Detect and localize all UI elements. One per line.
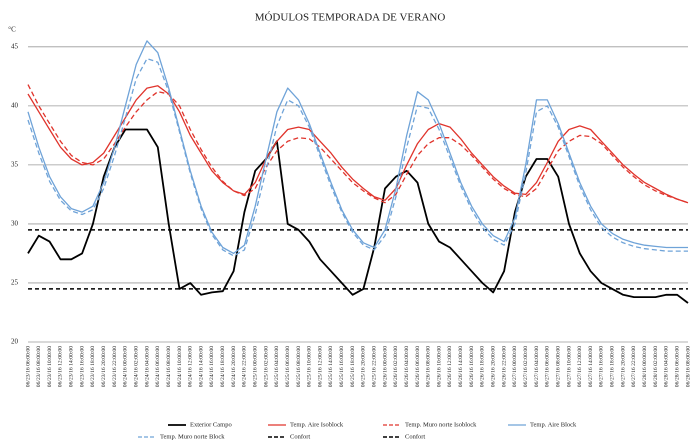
- series-line: [27, 57, 688, 257]
- x-tick-label: 06/25/16 04:00:00: [274, 346, 280, 387]
- x-tick-label: 06/27/16 02:00:00: [523, 346, 529, 387]
- x-tick-label: 06/24/16 18:00:00: [220, 346, 226, 387]
- y-tick-label: 45: [11, 42, 19, 50]
- y-tick-label: 35: [11, 160, 19, 168]
- x-tick-label: 06/26/16 02:00:00: [393, 346, 399, 387]
- chart-title: MÓDULOS TEMPORADA DE VERANO: [255, 12, 446, 24]
- legend-label: Confort: [405, 433, 425, 440]
- y-tick-label: 25: [11, 279, 19, 287]
- series-line: [27, 40, 688, 255]
- x-tick-label: 06/23/16 14:00:00: [69, 346, 75, 387]
- x-tick-label: 06/24/16 16:00:00: [209, 346, 215, 387]
- x-tick-label: 06/26/16 06:00:00: [415, 346, 421, 387]
- x-tick-label: 06/25/16 00:00:00: [252, 346, 258, 387]
- x-tick-label: 06/24/16 22:00:00: [242, 346, 248, 387]
- x-tick-label: 06/23/16 08:00:00: [36, 346, 42, 387]
- x-tick-label: 06/24/16 20:00:00: [231, 346, 237, 387]
- x-tick-label: 06/25/16 14:00:00: [328, 346, 334, 387]
- legend-label: Temp. Aire Block: [530, 421, 577, 428]
- x-tick-label: 06/28/16 04:00:00: [664, 346, 670, 387]
- x-tick-label: 06/24/16 00:00:00: [123, 346, 129, 387]
- x-tick-label: 06/28/16 06:00:00: [674, 346, 680, 387]
- legend-label: Temp. Aire Isoblock: [290, 421, 344, 428]
- x-tick-label: 06/25/16 20:00:00: [361, 346, 367, 387]
- x-tick-label: 06/26/16 00:00:00: [382, 346, 388, 387]
- x-tick-label: 06/27/16 06:00:00: [545, 346, 551, 387]
- x-tick-label: 06/23/16 16:00:00: [79, 346, 85, 387]
- x-tick-label: 06/25/16 22:00:00: [372, 346, 378, 387]
- x-tick-label: 06/24/16 06:00:00: [155, 346, 161, 387]
- legend-label: Confort: [290, 433, 310, 440]
- y-tick-label: 20: [11, 338, 19, 346]
- x-tick-label: 06/24/16 14:00:00: [198, 346, 204, 387]
- x-tick-label: 06/27/16 10:00:00: [566, 346, 572, 387]
- x-tick-label: 06/23/16 06:00:00: [25, 346, 31, 387]
- x-tick-label: 06/25/16 02:00:00: [263, 346, 269, 387]
- x-tick-label: 06/25/16 10:00:00: [307, 346, 313, 387]
- x-tick-label: 06/27/16 20:00:00: [620, 346, 626, 387]
- x-tick-label: 06/24/16 10:00:00: [177, 346, 183, 387]
- x-tick-label: 06/24/16 02:00:00: [133, 346, 139, 387]
- series-line: [27, 85, 689, 204]
- x-tick-label: 06/28/16 08:00:00: [685, 346, 691, 387]
- x-tick-label: 06/23/16 20:00:00: [101, 346, 107, 387]
- x-tick-label: 06/27/16 08:00:00: [555, 346, 561, 387]
- x-tick-label: 06/24/16 12:00:00: [188, 346, 194, 387]
- legend-label: Temp. Muro norte Block: [160, 433, 225, 440]
- x-tick-label: 06/26/16 12:00:00: [447, 346, 453, 387]
- x-tick-label: 06/27/16 14:00:00: [588, 346, 594, 387]
- x-tick-label: 06/26/16 22:00:00: [501, 346, 507, 387]
- x-tick-label: 06/26/16 14:00:00: [458, 346, 464, 387]
- y-axis-label: °C: [8, 26, 16, 34]
- x-tick-label: 06/24/16 04:00:00: [144, 346, 150, 387]
- y-tick-label: 30: [11, 220, 19, 228]
- x-tick-label: 06/26/16 20:00:00: [491, 346, 497, 387]
- x-tick-label: 06/23/16 18:00:00: [90, 346, 96, 387]
- x-tick-label: 06/25/16 12:00:00: [317, 346, 323, 387]
- y-tick-label: 40: [11, 101, 19, 109]
- series-line: [27, 84, 689, 204]
- x-tick-label: 06/27/16 00:00:00: [512, 346, 518, 387]
- x-tick-label: 06/24/16 08:00:00: [166, 346, 172, 387]
- x-tick-label: 06/26/16 18:00:00: [480, 346, 486, 387]
- x-tick-label: 06/27/16 22:00:00: [631, 346, 637, 387]
- x-tick-label: 06/26/16 10:00:00: [436, 346, 442, 387]
- series-line: [27, 128, 689, 304]
- x-tick-label: 06/27/16 18:00:00: [610, 346, 616, 387]
- x-tick-label: 06/27/16 12:00:00: [577, 346, 583, 387]
- x-tick-label: 06/26/16 04:00:00: [404, 346, 410, 387]
- legend-label: Temp. Muro norte Isoblock: [405, 421, 477, 428]
- x-tick-label: 06/28/16 00:00:00: [642, 346, 648, 387]
- x-tick-label: 06/23/16 10:00:00: [47, 346, 53, 387]
- x-tick-label: 06/27/16 16:00:00: [599, 346, 605, 387]
- x-tick-label: 06/23/16 22:00:00: [112, 346, 118, 387]
- x-tick-label: 06/27/16 04:00:00: [534, 346, 540, 387]
- x-tick-label: 06/28/16 02:00:00: [653, 346, 659, 387]
- x-tick-label: 06/23/16 12:00:00: [58, 346, 64, 387]
- x-tick-label: 06/26/16 08:00:00: [426, 346, 432, 387]
- x-tick-label: 06/25/16 06:00:00: [285, 346, 291, 387]
- x-tick-label: 06/26/16 16:00:00: [469, 346, 475, 387]
- x-tick-label: 06/25/16 18:00:00: [350, 346, 356, 387]
- legend-label: Exterior Campo: [190, 421, 232, 428]
- x-tick-label: 06/25/16 08:00:00: [296, 346, 302, 387]
- x-tick-label: 06/25/16 16:00:00: [339, 346, 345, 387]
